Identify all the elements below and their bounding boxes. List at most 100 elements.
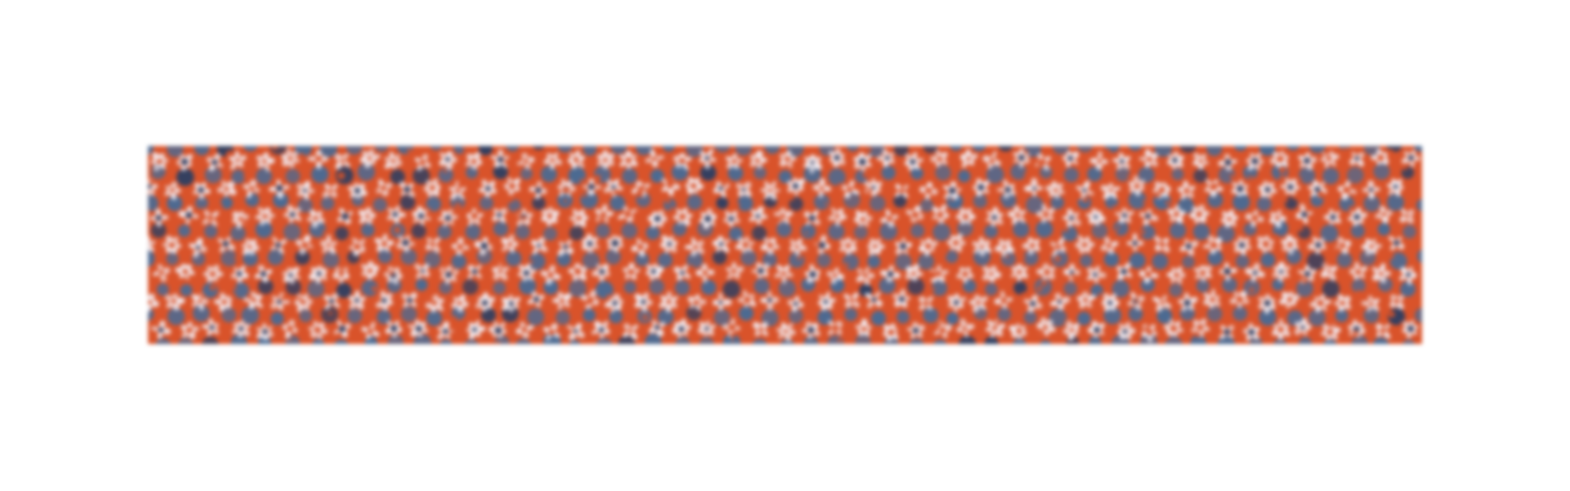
pattern-light-motif: [854, 210, 873, 227]
pattern-speckle: [732, 277, 737, 281]
pattern-blue-dot: [1012, 221, 1030, 238]
pattern-speckle: [1073, 191, 1082, 200]
pattern-blue-dot: [855, 333, 871, 344]
pattern-blue-dot: [519, 277, 537, 295]
pattern-blue-dot: [320, 196, 335, 211]
pattern-speckle: [1278, 166, 1286, 174]
pattern-light-motif: [1323, 209, 1341, 225]
pattern-blue-dot: [1152, 253, 1169, 270]
pattern-blue-dot: [166, 146, 184, 158]
pattern-speckle: [465, 238, 473, 246]
pattern-speckle: [508, 154, 513, 158]
pattern-blue-dot: [1259, 146, 1276, 156]
pattern-blue-dot: [617, 335, 636, 344]
pattern-speckle: [642, 186, 646, 190]
pattern-blue-dot: [923, 146, 938, 154]
pattern-blue-dot: [201, 336, 219, 344]
pattern-light-motif: [933, 320, 952, 339]
pattern-light-motif: [879, 265, 901, 283]
pattern-blue-dot: [1063, 281, 1078, 296]
pattern-blue-dot: [1222, 277, 1238, 293]
pattern-light-motif: [1114, 207, 1135, 224]
pattern-speckle: [279, 283, 285, 289]
pattern-speckle: [337, 172, 345, 180]
pattern-speckle: [1134, 297, 1139, 303]
pattern-blue-dot: [1140, 277, 1155, 292]
pattern-speckle: [407, 148, 411, 153]
pattern-blue-dot: [400, 248, 417, 265]
pattern-blue-dot: [699, 336, 714, 344]
pattern-blue-dot: [1389, 252, 1408, 270]
pattern-speckle: [934, 152, 939, 156]
pattern-light-motif: [699, 208, 717, 230]
pattern-light-motif: [557, 239, 574, 257]
pattern-blue-dot: [220, 250, 238, 267]
pattern-light-motif: [658, 291, 679, 313]
pattern-blue-dot: [346, 146, 363, 155]
pattern-blue-dot: [984, 224, 998, 238]
pattern-light-motif: [880, 209, 899, 228]
pattern-speckle: [971, 330, 978, 336]
pattern-blue-dot: [400, 194, 416, 210]
pattern-light-motif: [1399, 266, 1417, 286]
pattern-blue-dot: [1298, 336, 1312, 344]
pattern-blue-dot: [1322, 280, 1340, 298]
pattern-light-motif: [348, 290, 366, 310]
pattern-light-motif: [322, 183, 338, 198]
pattern-blue-dot: [520, 167, 533, 180]
pattern-speckle: [524, 242, 531, 249]
pattern-light-motif: [201, 318, 219, 336]
pattern-light-motif: [1337, 180, 1357, 201]
pattern-speckle: [298, 152, 305, 160]
pattern-speckle: [746, 333, 752, 339]
pattern-light-motif: [425, 294, 445, 313]
pattern-speckle: [586, 167, 594, 176]
pattern-blue-dot: [1243, 278, 1261, 296]
pattern-blue-dot: [320, 146, 338, 158]
pattern-speckle: [269, 295, 274, 300]
pattern-light-motif: [191, 292, 209, 311]
pattern-blue-dot: [582, 251, 600, 269]
pattern-speckle: [841, 262, 849, 270]
pattern-light-motif: [492, 208, 508, 223]
pattern-blue-dot: [896, 310, 910, 324]
pattern-speckle: [1108, 168, 1113, 173]
pattern-blue-dot: [241, 306, 260, 325]
pattern-blue-dot: [492, 281, 506, 295]
pattern-blue-dot: [148, 194, 159, 212]
pattern-blue-dot: [935, 164, 951, 181]
pattern-speckle: [1162, 333, 1170, 341]
pattern-blue-dot: [778, 170, 792, 184]
pattern-light-motif: [503, 177, 521, 196]
pattern-light-motif: [540, 264, 561, 285]
pattern-light-motif: [385, 320, 403, 339]
pattern-speckle: [520, 313, 525, 317]
pattern-speckle: [728, 317, 733, 322]
pattern-light-motif: [148, 293, 160, 313]
pattern-blue-dot: [569, 339, 581, 344]
pattern-light-motif: [735, 181, 752, 197]
pattern-speckle: [1021, 292, 1026, 297]
pattern-speckle: [287, 337, 292, 341]
pattern-blue-dot: [151, 222, 167, 238]
pattern-light-motif: [1063, 319, 1080, 341]
pattern-blue-dot: [166, 252, 179, 265]
pattern-speckle: [1022, 255, 1026, 259]
pattern-blue-dot: [377, 249, 393, 264]
pattern-speckle: [593, 174, 601, 183]
pattern-speckle: [544, 302, 552, 310]
pattern-blue-dot: [1286, 146, 1300, 151]
pattern-light-motif: [695, 263, 715, 284]
pattern-blue-dot: [997, 307, 1012, 322]
pattern-light-motif: [255, 207, 276, 226]
pattern-blue-dot: [1206, 146, 1223, 157]
pattern-blue-dot: [1273, 338, 1287, 344]
pattern-speckle: [780, 335, 785, 339]
pattern-speckle: [866, 187, 873, 195]
pattern-speckle: [1139, 229, 1146, 235]
pattern-speckle: [515, 209, 521, 214]
pattern-light-motif: [517, 263, 537, 282]
pattern-light-motif: [150, 208, 169, 228]
pattern-blue-dot: [595, 223, 611, 238]
pattern-speckle: [585, 299, 591, 305]
